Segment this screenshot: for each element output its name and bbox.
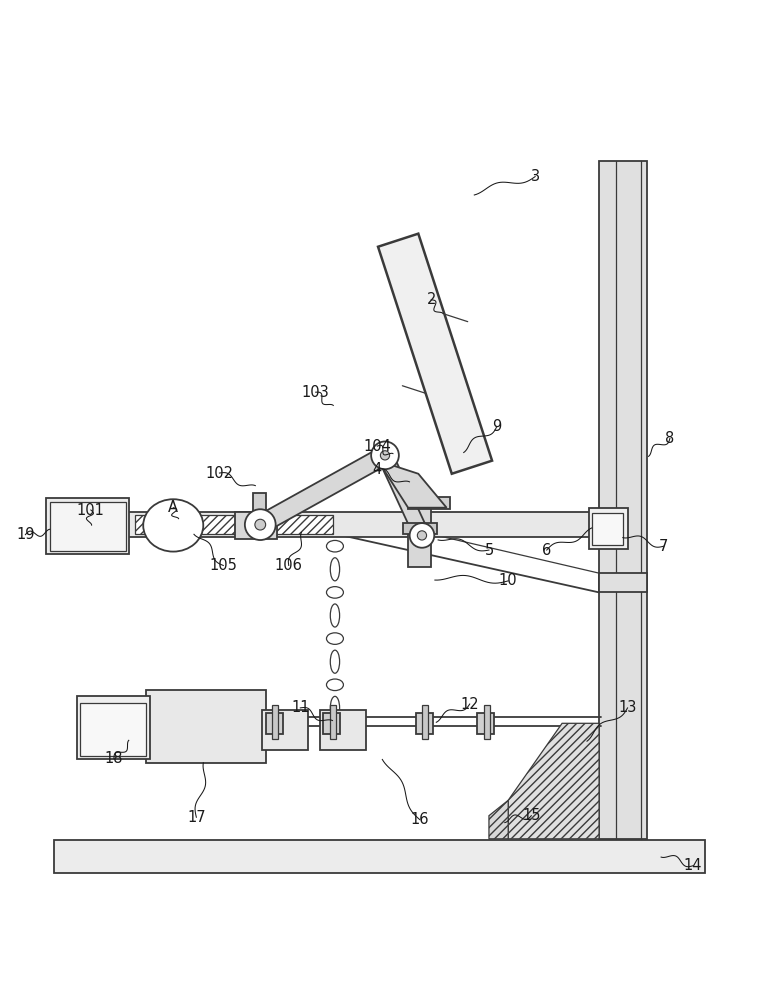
Bar bbox=[235, 512, 277, 539]
Bar bbox=[599, 161, 647, 839]
Ellipse shape bbox=[330, 558, 340, 581]
Ellipse shape bbox=[326, 679, 343, 691]
Bar bbox=[77, 696, 150, 759]
Bar bbox=[330, 705, 336, 739]
Circle shape bbox=[380, 451, 390, 460]
Text: 11: 11 bbox=[291, 700, 310, 715]
Bar bbox=[323, 713, 340, 734]
Bar bbox=[592, 513, 623, 545]
Bar bbox=[276, 515, 333, 534]
Text: 18: 18 bbox=[105, 751, 123, 766]
Text: 19: 19 bbox=[16, 527, 35, 542]
Bar bbox=[54, 840, 705, 873]
Text: 102: 102 bbox=[206, 466, 233, 481]
Text: 13: 13 bbox=[618, 700, 637, 715]
Text: 14: 14 bbox=[684, 858, 702, 873]
Circle shape bbox=[410, 523, 434, 548]
Text: 4: 4 bbox=[373, 462, 382, 477]
Polygon shape bbox=[508, 723, 599, 839]
Text: 12: 12 bbox=[460, 697, 479, 712]
Bar bbox=[484, 705, 490, 739]
Text: 105: 105 bbox=[209, 558, 237, 573]
Bar bbox=[46, 498, 129, 554]
Bar bbox=[272, 705, 278, 739]
Bar bbox=[65, 512, 601, 537]
Polygon shape bbox=[256, 447, 390, 533]
Text: 15: 15 bbox=[522, 808, 541, 823]
Bar bbox=[589, 508, 628, 549]
Bar bbox=[477, 713, 494, 734]
Ellipse shape bbox=[326, 587, 343, 598]
Bar bbox=[599, 573, 647, 592]
Bar bbox=[320, 710, 366, 750]
Circle shape bbox=[255, 519, 266, 530]
Text: 106: 106 bbox=[275, 558, 303, 573]
Circle shape bbox=[371, 441, 399, 469]
Ellipse shape bbox=[330, 604, 340, 627]
Bar bbox=[262, 710, 308, 750]
Polygon shape bbox=[378, 234, 492, 474]
Text: 9: 9 bbox=[492, 419, 501, 434]
Text: 5: 5 bbox=[484, 543, 494, 558]
Bar bbox=[408, 497, 450, 509]
Bar bbox=[253, 493, 266, 512]
Bar bbox=[408, 502, 431, 567]
Ellipse shape bbox=[326, 725, 343, 737]
Circle shape bbox=[245, 509, 276, 540]
Text: 10: 10 bbox=[499, 573, 517, 588]
Bar bbox=[416, 713, 433, 734]
Ellipse shape bbox=[326, 540, 343, 552]
Text: 7: 7 bbox=[659, 539, 668, 554]
Polygon shape bbox=[489, 800, 508, 839]
Text: 101: 101 bbox=[77, 503, 105, 518]
Bar bbox=[146, 690, 266, 763]
Polygon shape bbox=[378, 452, 429, 539]
Ellipse shape bbox=[326, 633, 343, 644]
Text: 8: 8 bbox=[665, 431, 675, 446]
Bar bbox=[422, 705, 428, 739]
Text: A: A bbox=[169, 500, 178, 515]
Ellipse shape bbox=[330, 650, 340, 673]
Text: 17: 17 bbox=[187, 810, 206, 825]
Bar bbox=[266, 713, 283, 734]
Text: 6: 6 bbox=[542, 543, 551, 558]
Bar bbox=[135, 515, 235, 534]
Text: 3: 3 bbox=[531, 169, 540, 184]
Circle shape bbox=[417, 531, 427, 540]
Text: 16: 16 bbox=[410, 812, 429, 827]
Bar bbox=[403, 523, 437, 534]
Bar bbox=[80, 703, 146, 756]
Text: 103: 103 bbox=[302, 385, 330, 400]
Ellipse shape bbox=[330, 696, 340, 719]
Text: 104: 104 bbox=[363, 439, 391, 454]
Polygon shape bbox=[378, 461, 447, 508]
Bar bbox=[50, 502, 126, 551]
Text: 2: 2 bbox=[427, 292, 436, 307]
Ellipse shape bbox=[143, 499, 203, 552]
